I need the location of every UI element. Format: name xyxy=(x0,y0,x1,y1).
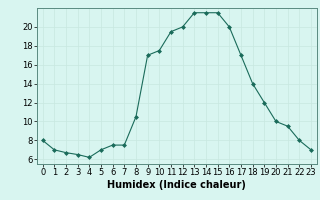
X-axis label: Humidex (Indice chaleur): Humidex (Indice chaleur) xyxy=(108,180,246,190)
